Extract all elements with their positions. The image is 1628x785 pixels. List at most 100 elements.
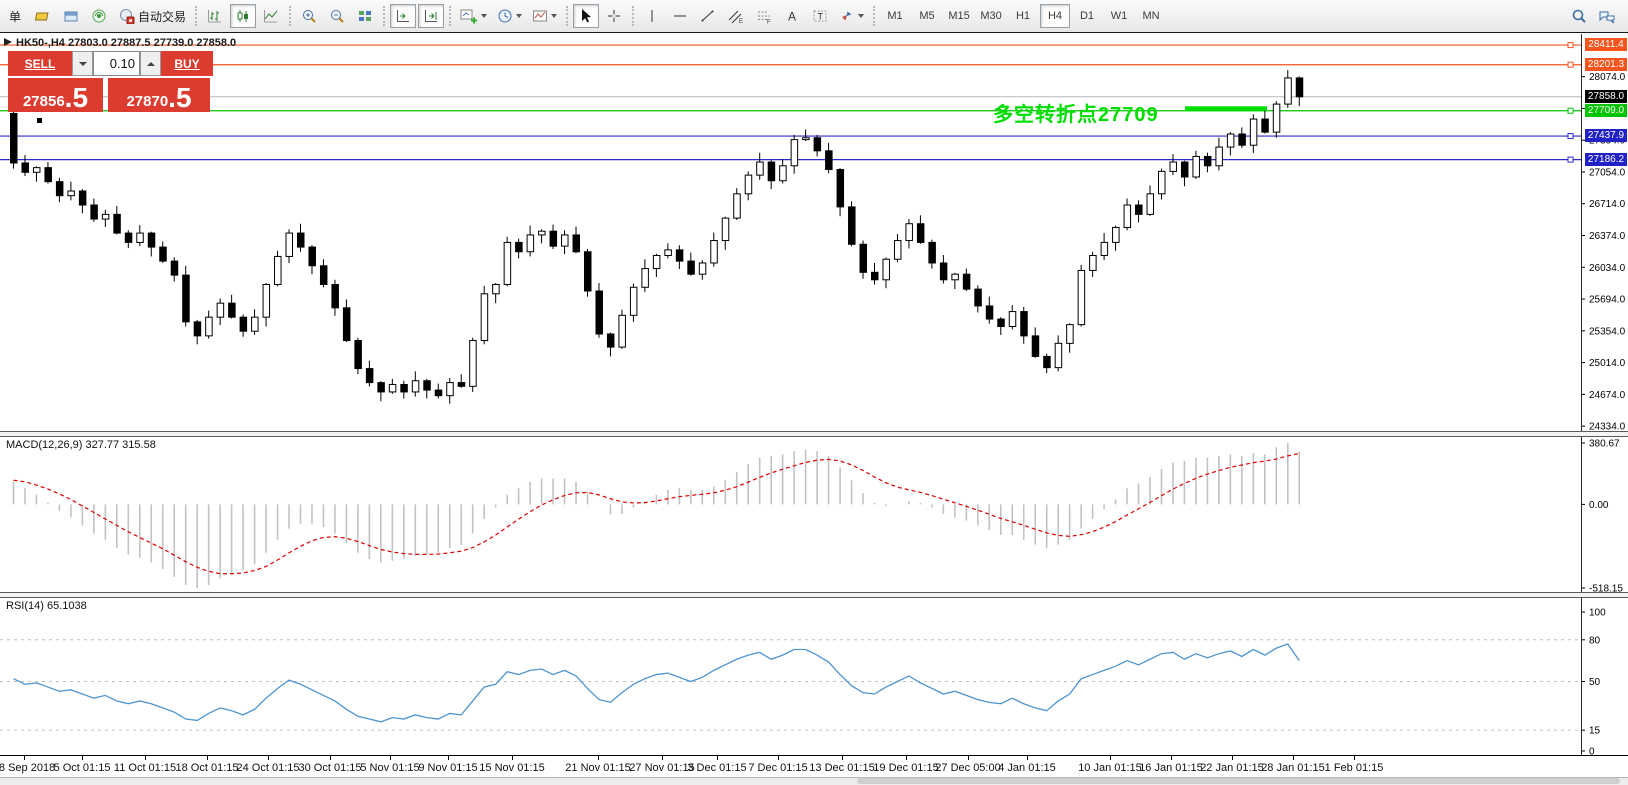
chat-icon (1599, 11, 1615, 24)
timeframe-button-m15[interactable]: M15 (944, 4, 974, 28)
horizontal-scrollbar-thumb[interactable] (857, 778, 1620, 784)
timeframe-button-m5[interactable]: M5 (912, 4, 942, 28)
dropdown-caret-icon (551, 14, 558, 18)
indicators-button[interactable] (456, 4, 491, 28)
time-axis-tick (717, 756, 718, 760)
time-axis-label: 7 Dec 01:15 (748, 762, 808, 774)
price-level-flag[interactable]: 27186.2 (1585, 152, 1627, 166)
timeframe-button-m30[interactable]: M30 (976, 4, 1006, 28)
timeframe-button-m1[interactable]: M1 (880, 4, 910, 28)
rsi-scale-label: 15 (1589, 726, 1601, 737)
price-level-flag[interactable]: 28411.4 (1585, 38, 1627, 52)
time-axis-label: 27 Dec 05:00 (935, 762, 1001, 774)
time-axis-label: 10 Jan 01:15 (1078, 762, 1142, 774)
buy-button[interactable]: BUY (161, 51, 213, 76)
crosshair-button[interactable] (601, 4, 627, 28)
time-axis-label: 22 Jan 01:15 (1200, 762, 1264, 774)
sell-price-frac: .5 (64, 82, 89, 113)
zoom-in-icon (303, 10, 316, 23)
price-level-flag[interactable]: 27709.0 (1585, 103, 1627, 117)
vertical-line-button[interactable] (639, 4, 665, 28)
toolbar: 单 自动交易 E F A T M1 M5 M15 M30 H1 H4 D1 W1 MN (0, 0, 1628, 33)
svg-text:T: T (818, 12, 824, 22)
time-axis-label: 5 Oct 01:15 (53, 762, 111, 774)
y-axis-tick-label: 24674.0 (1589, 390, 1626, 401)
timeframe-button-mn[interactable]: MN (1136, 4, 1166, 28)
time-axis-label: 18 Oct 01:15 (175, 762, 239, 774)
timeframe-button-w1[interactable]: W1 (1104, 4, 1134, 28)
time-axis-label: 11 Oct 01:15 (113, 762, 177, 774)
timeframe-button-h1[interactable]: H1 (1008, 4, 1038, 28)
rsi-indicator-label: RSI(14) 65.1038 (6, 600, 87, 612)
price-level-flag[interactable]: 27437.9 (1585, 129, 1627, 143)
navigator-icon (64, 11, 78, 22)
trendline-button[interactable] (695, 4, 721, 28)
chat-button[interactable] (1594, 4, 1620, 28)
price-level-flag[interactable]: 28201.3 (1585, 57, 1627, 71)
timeframe-button-h4[interactable]: H4 (1040, 4, 1071, 28)
volume-input[interactable]: 0.10 (93, 51, 140, 76)
dropdown-caret-icon (858, 14, 865, 18)
auto-scroll-button[interactable] (390, 4, 417, 28)
time-axis-tick (968, 756, 969, 760)
fibonacci-button[interactable]: F (751, 4, 777, 28)
candlestick-chart-icon (237, 10, 249, 22)
zoom-out-button[interactable] (324, 4, 350, 28)
arrows-button[interactable] (835, 4, 868, 28)
candlestick-chart-button[interactable] (230, 4, 257, 28)
buy-price-main: 27870 (126, 93, 169, 110)
pane-divider-rsi[interactable] (0, 592, 1628, 598)
cursor-button[interactable] (573, 4, 600, 28)
y-axis-tick-label: 26034.0 (1589, 263, 1626, 274)
chart-shift-button[interactable] (418, 4, 445, 28)
autotrading-button[interactable]: 自动交易 (114, 4, 190, 28)
indicators-icon (460, 9, 478, 24)
buy-price-box[interactable]: 27870.5 (108, 78, 210, 112)
macd-scale-label: 380.67 (1589, 439, 1620, 450)
one-click-panel-toggle-icon[interactable] (4, 38, 12, 46)
object-anchor-handle[interactable] (37, 118, 42, 123)
macd-scale-label: 0.00 (1589, 500, 1609, 511)
current-price-flag[interactable]: 27858.0 (1585, 89, 1627, 103)
search-button[interactable] (1566, 4, 1592, 28)
y-axis-tick-label: 26374.0 (1589, 231, 1626, 242)
horizontal-scrollbar-track[interactable] (0, 777, 1628, 785)
auto-scroll-icon (397, 10, 410, 22)
signals-button[interactable] (86, 4, 112, 28)
equidistant-channel-button[interactable]: E (723, 4, 749, 28)
chart-plot-area[interactable] (0, 34, 1581, 755)
time-axis-tick (906, 756, 907, 760)
bar-chart-button[interactable] (202, 4, 228, 28)
time-axis-tick (448, 756, 449, 760)
sell-price-box[interactable]: 27856.5 (8, 78, 103, 112)
navigator-button[interactable] (58, 4, 84, 28)
y-axis-tick-label: 25694.0 (1589, 295, 1626, 306)
time-axis-tick (1354, 756, 1355, 760)
toolbar-grip (289, 6, 292, 26)
zoom-in-button[interactable] (296, 4, 322, 28)
volume-increase-button[interactable] (140, 51, 161, 76)
one-click-trading-panel: SELL 0.10 BUY 27856.5 27870.5 (8, 51, 213, 112)
sell-button[interactable]: SELL (8, 51, 72, 76)
dropdown-caret-icon (481, 14, 488, 18)
annotation-text[interactable]: 多空转折点27709 (993, 104, 1159, 126)
text-label-button[interactable]: T (807, 4, 833, 28)
tile-windows-button[interactable] (352, 4, 378, 28)
templates-button[interactable] (528, 4, 561, 28)
time-axis-tick (1171, 756, 1172, 760)
horizontal-line-button[interactable] (667, 4, 693, 28)
volume-decrease-button[interactable] (72, 51, 93, 76)
market-watch-button[interactable] (30, 4, 56, 28)
new-order-button[interactable]: 单 (2, 4, 28, 28)
y-axis-tick-label: 28074.0 (1589, 72, 1626, 83)
timeframe-button-d1[interactable]: D1 (1072, 4, 1102, 28)
pane-divider-macd[interactable] (0, 431, 1628, 437)
line-chart-button[interactable] (258, 4, 284, 28)
periods-button[interactable] (493, 4, 526, 28)
time-axis-label: 27 Nov 01:15 (629, 762, 695, 774)
time-axis-tick (1027, 756, 1028, 760)
price-scale-border (1581, 34, 1582, 755)
time-axis-tick (1110, 756, 1111, 760)
text-button[interactable]: A (779, 4, 805, 28)
